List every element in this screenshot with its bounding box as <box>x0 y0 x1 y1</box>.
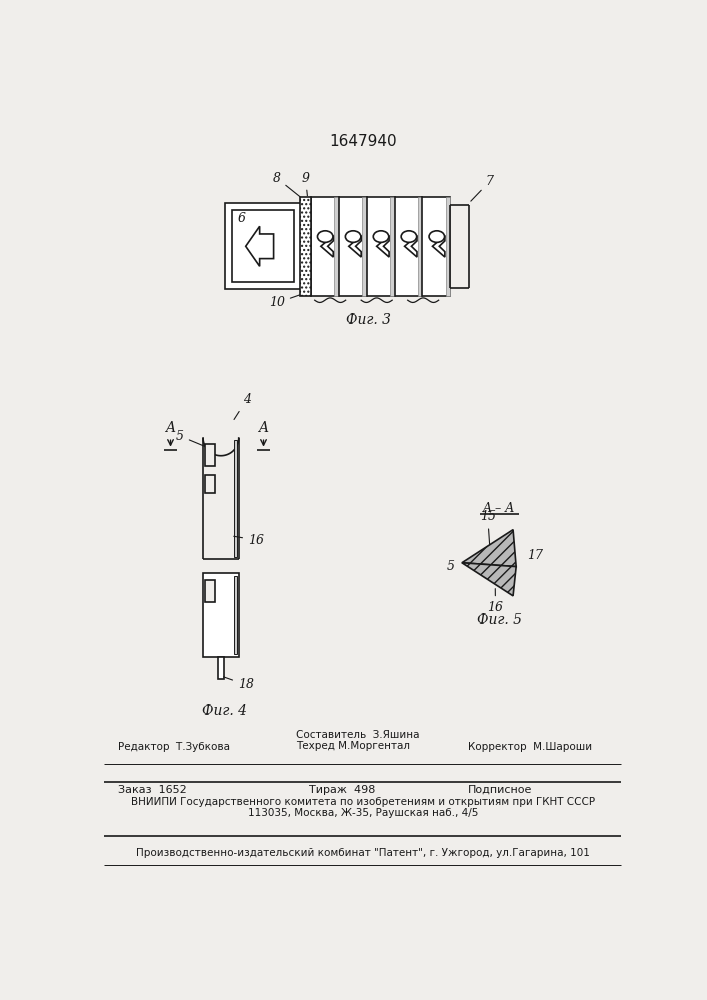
Text: Фиг. 5: Фиг. 5 <box>477 613 522 628</box>
Text: A: A <box>165 421 175 435</box>
Text: Составитель  З.Яшина
Техред М.Моргентал: Составитель З.Яшина Техред М.Моргентал <box>296 730 419 751</box>
Text: A – A: A – A <box>483 502 515 515</box>
Text: Подписное: Подписное <box>468 785 532 795</box>
Ellipse shape <box>317 231 333 242</box>
Bar <box>204 444 216 466</box>
Bar <box>334 197 339 296</box>
Polygon shape <box>246 226 274 266</box>
Text: Заказ  1652: Заказ 1652 <box>118 785 187 795</box>
Bar <box>300 197 311 296</box>
Bar <box>225 203 300 289</box>
Text: 9: 9 <box>301 172 310 196</box>
Text: 26: 26 <box>319 232 332 241</box>
Bar <box>362 197 367 296</box>
Text: 7: 7 <box>471 175 494 201</box>
Polygon shape <box>349 235 361 257</box>
Bar <box>204 475 216 493</box>
Text: 16: 16 <box>234 534 264 546</box>
Polygon shape <box>321 235 333 257</box>
Text: ВНИИПИ Государственного комитета по изобретениям и открытиям при ГКНТ СССР: ВНИИПИ Государственного комитета по изоб… <box>131 797 595 807</box>
Bar <box>232 210 293 282</box>
Ellipse shape <box>345 231 361 242</box>
Text: 27: 27 <box>347 232 359 241</box>
Bar <box>234 440 237 557</box>
Bar <box>390 197 395 296</box>
Bar <box>339 197 367 296</box>
Text: 5: 5 <box>176 430 204 446</box>
Bar <box>203 573 239 657</box>
Text: Тираж  498: Тираж 498 <box>309 785 375 795</box>
Text: Редактор  Т.Зубкова: Редактор Т.Зубкова <box>118 742 230 752</box>
Bar <box>311 197 339 296</box>
Polygon shape <box>377 235 389 257</box>
Bar <box>395 197 422 296</box>
Text: A: A <box>259 421 269 435</box>
Ellipse shape <box>401 231 416 242</box>
Text: 18: 18 <box>223 677 254 691</box>
Bar <box>445 197 450 296</box>
Bar <box>422 197 450 296</box>
Text: Производственно-издательский комбинат "Патент", г. Ужгород, ул.Гагарина, 101: Производственно-издательский комбинат "П… <box>136 848 590 858</box>
Text: 10: 10 <box>269 295 300 309</box>
Text: 28: 28 <box>375 232 387 241</box>
Text: 30: 30 <box>431 232 443 241</box>
Bar <box>218 657 224 679</box>
Polygon shape <box>462 530 516 567</box>
Text: 29: 29 <box>403 232 415 241</box>
Text: 8: 8 <box>273 172 300 197</box>
Bar <box>204 580 216 602</box>
Text: 1647940: 1647940 <box>329 134 397 149</box>
Text: 6: 6 <box>238 212 246 225</box>
Ellipse shape <box>429 231 445 242</box>
Ellipse shape <box>373 231 389 242</box>
Text: 4: 4 <box>234 393 250 419</box>
Text: 113035, Москва, Ж-35, Раушская наб., 4/5: 113035, Москва, Ж-35, Раушская наб., 4/5 <box>247 808 478 818</box>
Text: 15: 15 <box>480 510 496 545</box>
Text: Фиг. 4: Фиг. 4 <box>202 704 247 718</box>
Polygon shape <box>462 563 516 596</box>
Bar <box>367 197 395 296</box>
Text: 17: 17 <box>527 549 543 562</box>
Bar <box>418 197 422 296</box>
Polygon shape <box>433 235 445 257</box>
Bar <box>234 576 237 654</box>
Text: 16: 16 <box>488 589 503 614</box>
Text: Фиг. 3: Фиг. 3 <box>346 313 392 327</box>
Text: Корректор  М.Шароши: Корректор М.Шароши <box>468 742 592 752</box>
Polygon shape <box>404 235 417 257</box>
Text: 5: 5 <box>447 560 455 573</box>
